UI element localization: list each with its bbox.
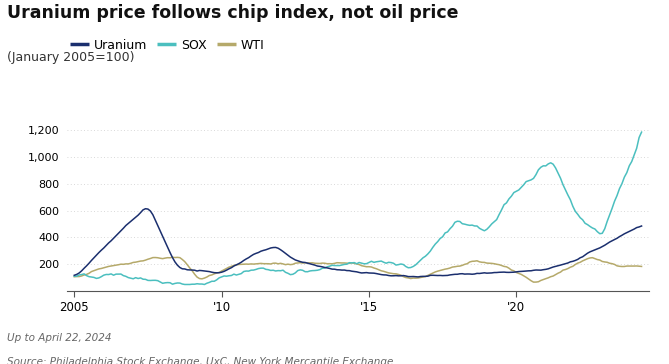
Text: Up to April 22, 2024: Up to April 22, 2024 [7,333,111,343]
Text: Source: Philadelphia Stock Exchange, UxC, New York Mercantile Exchange: Source: Philadelphia Stock Exchange, UxC… [7,357,393,364]
Legend: Uranium, SOX, WTI: Uranium, SOX, WTI [70,39,264,52]
Text: Uranium price follows chip index, not oil price: Uranium price follows chip index, not oi… [7,4,458,21]
Text: (January 2005=100): (January 2005=100) [7,51,134,64]
